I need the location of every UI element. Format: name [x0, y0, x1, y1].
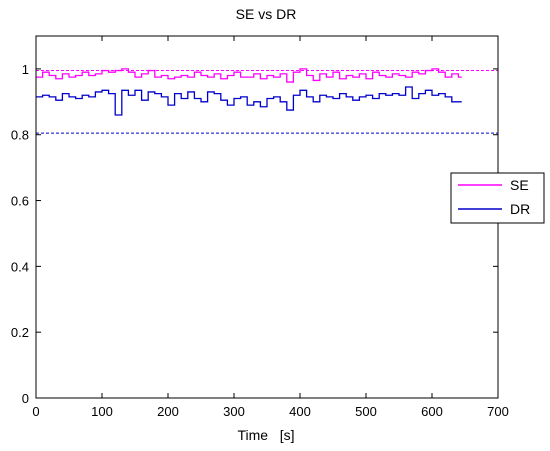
- x-tick-label: 0: [32, 404, 39, 419]
- series-line-dr: [36, 86, 462, 116]
- y-tick-label: 0.2: [11, 325, 29, 340]
- legend-box: [450, 172, 545, 224]
- x-axis-ticks: 0 100 200 300 400 500 600 700: [32, 36, 509, 419]
- y-tick-label: 0.8: [11, 128, 29, 143]
- y-tick-label: 0.6: [11, 194, 29, 209]
- series-line-se: [36, 68, 462, 83]
- x-tick-label: 300: [223, 404, 245, 419]
- chart-title: SE vs DR: [236, 6, 297, 22]
- x-tick-label: 500: [355, 404, 377, 419]
- x-tick-label: 200: [157, 404, 179, 419]
- x-tick-label: 400: [289, 404, 311, 419]
- x-tick-label: 700: [487, 404, 509, 419]
- x-tick-label: 600: [421, 404, 443, 419]
- y-axis-ticks: 0 0.2 0.4 0.6 0.8 1: [11, 62, 498, 406]
- plot-marks: [36, 68, 498, 134]
- legend-label-dr: DR: [510, 201, 530, 217]
- x-tick-label: 100: [91, 404, 113, 419]
- x-axis-label: Time [s]: [237, 427, 294, 443]
- y-tick-label: 0.4: [11, 259, 29, 274]
- y-tick-label: 1: [22, 62, 29, 77]
- legend: SE DR: [450, 172, 545, 224]
- legend-label-se: SE: [510, 177, 529, 193]
- y-tick-label: 0: [22, 391, 29, 406]
